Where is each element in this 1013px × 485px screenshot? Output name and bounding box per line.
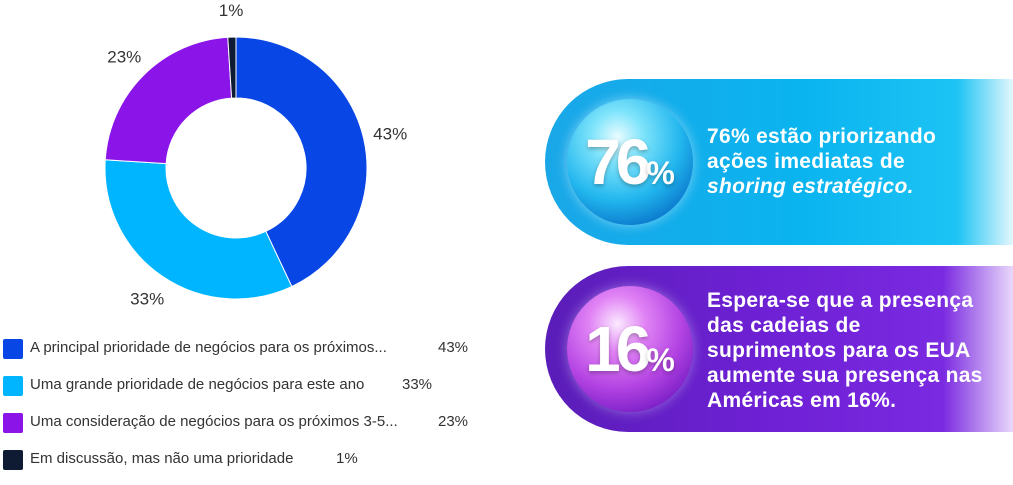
legend-swatch (3, 376, 23, 396)
stat-percent-sign: % (646, 155, 675, 191)
stat-text-line: suprimentos para os EUA (707, 339, 971, 362)
stat-big-percent: 16% (567, 312, 693, 386)
stat-bubble: 76% (567, 99, 693, 225)
legend-item[interactable]: Uma consideração de negócios para os pró… (3, 411, 483, 448)
stat-bubble: 16% (567, 286, 693, 412)
legend-label: Uma grande prioridade de negócios para e… (30, 376, 365, 393)
donut-slice-label: 23% (107, 47, 141, 66)
donut-slice-label: 33% (130, 290, 164, 309)
legend-swatch (3, 339, 23, 359)
stat-number: 16 (585, 313, 651, 385)
stat-description: Espera-se que a presença das cadeias de … (707, 288, 1007, 413)
donut-slice-label: 43% (373, 125, 407, 144)
legend-swatch (3, 450, 23, 470)
legend-value: 1% (336, 450, 358, 467)
stat-big-percent: 76% (567, 125, 693, 199)
legend-label: Em discussão, mas não uma prioridade (30, 450, 294, 467)
donut-slice[interactable] (227, 36, 237, 99)
legend-value: 43% (438, 339, 469, 356)
donut-slice-label: 1% (219, 1, 244, 20)
donut-slice[interactable] (235, 36, 368, 288)
stat-number: 76 (585, 126, 651, 198)
donut-slice[interactable] (104, 36, 233, 165)
stat-text-line: aumente sua presença nas (707, 364, 983, 387)
stat-text-line: 76% estão priorizando (707, 125, 937, 148)
donut-slice[interactable] (104, 159, 293, 300)
legend-value: 23% (438, 413, 469, 430)
legend-swatch (3, 413, 23, 433)
stat-card-immediate-shoring: 76% 76% estão priorizando ações imediata… (545, 79, 1013, 245)
legend-label: Uma consideração de negócios para os pró… (30, 413, 398, 430)
stat-text-line: Espera-se que a presença (707, 289, 974, 312)
stat-text-line: das cadeias de (707, 314, 861, 337)
stat-text-line: ações imediatas de (707, 150, 905, 173)
legend-item[interactable]: A principal prioridade de negócios para … (3, 337, 483, 374)
legend-item[interactable]: Em discussão, mas não uma prioridade 1% (3, 448, 483, 485)
stat-card-supply-chain: 16% Espera-se que a presença das cadeias… (545, 266, 1013, 432)
donut-chart: 43% 33% 23% 1% (104, 1, 407, 309)
stat-text-italic: shoring estratégico. (707, 175, 914, 198)
stat-percent-sign: % (646, 342, 675, 378)
legend-item[interactable]: Uma grande prioridade de negócios para e… (3, 374, 483, 411)
legend-label: A principal prioridade de negócios para … (30, 339, 387, 356)
stat-text-line: Américas em 16%. (707, 389, 897, 412)
chart-legend: A principal prioridade de negócios para … (3, 337, 483, 485)
stat-description: 76% estão priorizando ações imediatas de… (707, 124, 1007, 199)
legend-value: 33% (402, 376, 433, 393)
